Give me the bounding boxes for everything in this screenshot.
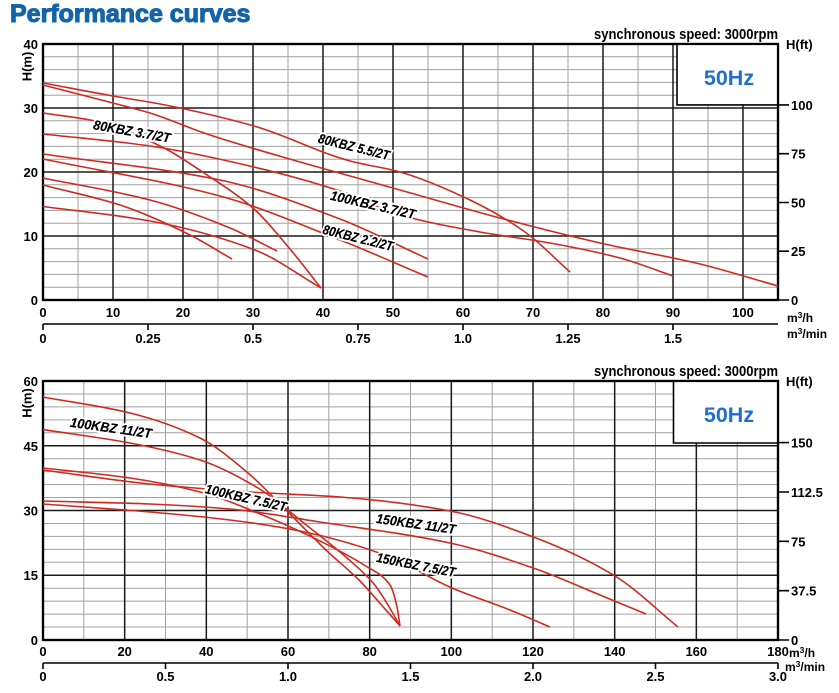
svg-text:60: 60 bbox=[281, 644, 295, 659]
svg-text:15: 15 bbox=[24, 568, 38, 583]
svg-text:80KBZ 5.5/2T: 80KBZ 5.5/2T bbox=[317, 131, 393, 164]
svg-text:1.0: 1.0 bbox=[454, 331, 472, 346]
svg-text:20: 20 bbox=[24, 165, 38, 180]
svg-text:180: 180 bbox=[767, 644, 789, 659]
svg-text:synchronous speed: 3000rpm: synchronous speed: 3000rpm bbox=[594, 364, 778, 380]
svg-text:100: 100 bbox=[791, 98, 813, 113]
svg-text:160: 160 bbox=[685, 644, 707, 659]
svg-text:0: 0 bbox=[39, 331, 46, 346]
svg-text:0: 0 bbox=[791, 633, 798, 648]
svg-text:20: 20 bbox=[176, 305, 190, 320]
svg-text:112.5: 112.5 bbox=[791, 485, 823, 500]
svg-text:0: 0 bbox=[31, 293, 38, 308]
svg-text:80: 80 bbox=[362, 644, 376, 659]
svg-text:0.5: 0.5 bbox=[244, 331, 262, 346]
svg-text:70: 70 bbox=[526, 305, 540, 320]
svg-text:90: 90 bbox=[666, 305, 680, 320]
svg-text:140: 140 bbox=[604, 644, 626, 659]
svg-text:0.25: 0.25 bbox=[135, 331, 160, 346]
svg-text:synchronous speed: 3000rpm: synchronous speed: 3000rpm bbox=[594, 27, 778, 43]
svg-text:100KBZ 3.7/2T: 100KBZ 3.7/2T bbox=[329, 188, 419, 223]
svg-text:10: 10 bbox=[24, 229, 38, 244]
svg-text:50: 50 bbox=[791, 196, 805, 211]
svg-text:75: 75 bbox=[791, 147, 805, 162]
svg-text:H(ft): H(ft) bbox=[786, 374, 813, 389]
svg-text:10: 10 bbox=[106, 305, 120, 320]
svg-text:0.5: 0.5 bbox=[156, 669, 174, 684]
svg-text:75: 75 bbox=[791, 534, 805, 549]
svg-text:60: 60 bbox=[24, 374, 38, 389]
svg-text:0: 0 bbox=[791, 293, 798, 308]
svg-text:60: 60 bbox=[456, 305, 470, 320]
svg-text:50Hz: 50Hz bbox=[704, 403, 754, 427]
svg-text:H(m): H(m) bbox=[20, 388, 35, 418]
svg-text:2.0: 2.0 bbox=[524, 669, 542, 684]
svg-text:m3/min: m3/min bbox=[787, 326, 827, 341]
svg-text:80KBZ 3.7/2T: 80KBZ 3.7/2T bbox=[92, 117, 173, 146]
svg-text:50: 50 bbox=[386, 305, 400, 320]
svg-text:1.25: 1.25 bbox=[555, 331, 580, 346]
svg-text:100: 100 bbox=[440, 644, 462, 659]
svg-text:20: 20 bbox=[117, 644, 131, 659]
svg-text:1.0: 1.0 bbox=[279, 669, 297, 684]
svg-text:40: 40 bbox=[316, 305, 330, 320]
svg-text:2.5: 2.5 bbox=[646, 669, 664, 684]
svg-text:0: 0 bbox=[39, 644, 46, 659]
svg-text:H(ft): H(ft) bbox=[786, 37, 813, 52]
svg-text:30: 30 bbox=[24, 504, 38, 519]
svg-text:25: 25 bbox=[791, 244, 805, 259]
svg-text:0: 0 bbox=[31, 633, 38, 648]
svg-text:120: 120 bbox=[522, 644, 544, 659]
svg-text:100: 100 bbox=[732, 305, 754, 320]
svg-text:40: 40 bbox=[199, 644, 213, 659]
svg-text:50Hz: 50Hz bbox=[704, 66, 754, 90]
svg-text:80: 80 bbox=[596, 305, 610, 320]
svg-text:m3/h: m3/h bbox=[789, 645, 815, 660]
svg-text:30: 30 bbox=[24, 101, 38, 116]
svg-text:40: 40 bbox=[24, 37, 38, 52]
svg-text:3.0: 3.0 bbox=[769, 669, 787, 684]
svg-text:0.75: 0.75 bbox=[345, 331, 370, 346]
svg-text:150KBZ 11/2T: 150KBZ 11/2T bbox=[375, 511, 458, 537]
svg-text:1.5: 1.5 bbox=[401, 669, 419, 684]
svg-text:37.5: 37.5 bbox=[791, 584, 816, 599]
svg-text:100KBZ 11/2T: 100KBZ 11/2T bbox=[69, 415, 154, 441]
svg-text:m3/h: m3/h bbox=[787, 310, 813, 325]
svg-text:0: 0 bbox=[39, 305, 46, 320]
svg-text:1.5: 1.5 bbox=[664, 331, 682, 346]
svg-text:30: 30 bbox=[246, 305, 260, 320]
svg-text:45: 45 bbox=[24, 439, 38, 454]
svg-text:0: 0 bbox=[39, 669, 46, 684]
svg-text:m3/min: m3/min bbox=[785, 659, 825, 674]
svg-text:150: 150 bbox=[791, 436, 813, 451]
svg-text:H(m): H(m) bbox=[20, 52, 35, 82]
